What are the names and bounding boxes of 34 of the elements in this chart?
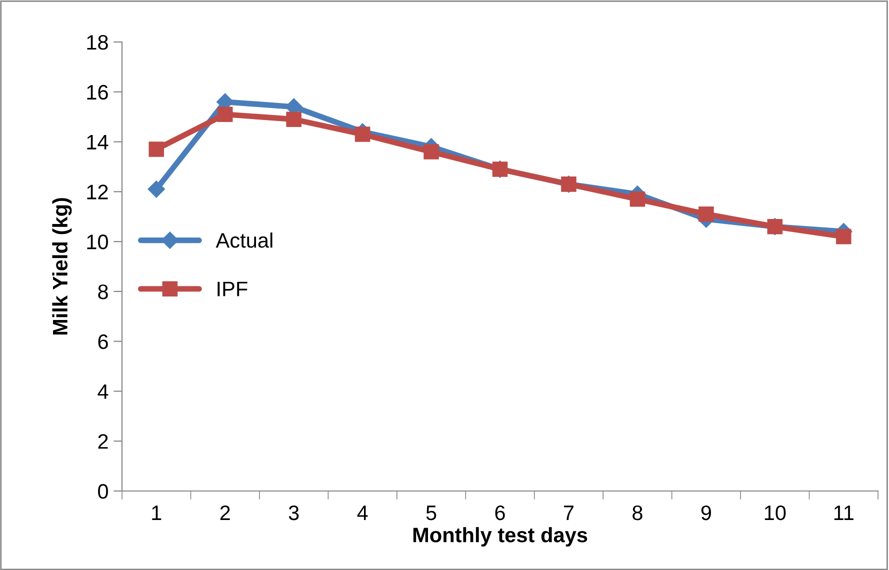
y-tick-label: 0 bbox=[98, 484, 108, 499]
point bbox=[424, 144, 439, 160]
x-tick-label: 10 bbox=[764, 505, 786, 520]
point bbox=[630, 192, 646, 207]
y-tick-label: 10 bbox=[87, 234, 108, 250]
y-axis-title: Milk Yield (kg) bbox=[52, 198, 72, 335]
point bbox=[148, 142, 164, 157]
x-tick-label: 8 bbox=[632, 505, 642, 520]
legend-label: Actual bbox=[216, 232, 272, 248]
point bbox=[698, 206, 714, 222]
x-tick-label: 1 bbox=[152, 506, 162, 520]
x-tick-label: 5 bbox=[426, 506, 436, 520]
point bbox=[286, 112, 302, 127]
x-tick-label: 3 bbox=[288, 505, 299, 520]
x-tick-label: 4 bbox=[357, 506, 368, 520]
x-tick-label: 7 bbox=[564, 506, 574, 520]
point bbox=[217, 106, 233, 122]
y-tick-label: 18 bbox=[87, 35, 108, 50]
x-tick-label: 11 bbox=[834, 506, 854, 520]
x-axis-title: Monthly test days bbox=[413, 527, 588, 547]
y-tick-label: 6 bbox=[98, 334, 108, 350]
x-tick-label: 2 bbox=[220, 505, 230, 520]
y-tick-label: 14 bbox=[87, 134, 108, 150]
legend-label: IPF bbox=[218, 282, 248, 296]
y-tick-label: 2 bbox=[98, 434, 108, 449]
x-tick-label: 9 bbox=[701, 505, 711, 520]
y-tick-label: 4 bbox=[98, 384, 108, 399]
point bbox=[148, 180, 165, 198]
y-tick-label: 16 bbox=[87, 84, 108, 100]
x-tick-label: 6 bbox=[495, 505, 505, 520]
y-tick-label: 12 bbox=[87, 184, 108, 200]
point bbox=[836, 228, 852, 244]
point bbox=[354, 126, 370, 142]
y-tick-label: 8 bbox=[98, 284, 108, 300]
